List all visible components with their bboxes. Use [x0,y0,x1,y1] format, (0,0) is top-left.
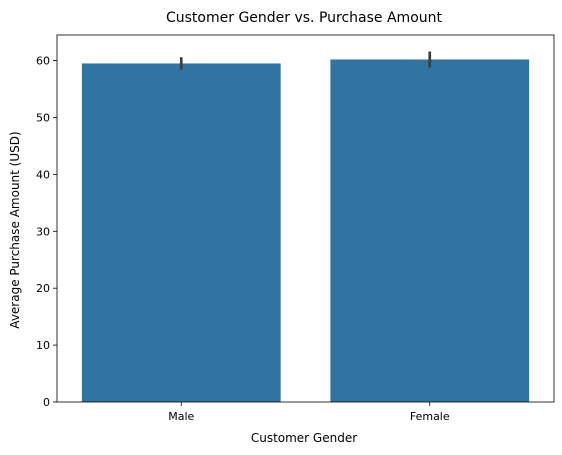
chart-title: Customer Gender vs. Purchase Amount [166,10,443,26]
bar-male [81,63,281,402]
y-tick-label-30: 30 [36,225,50,238]
y-axis-label: Average Purchase Amount (USD) [8,131,22,328]
x-tick-label-female: Female [410,410,450,423]
plot-area: Male Female 0 10 20 30 40 50 60 [36,34,555,423]
x-tick-label-male: Male [168,410,194,423]
y-tick-label-50: 50 [36,112,50,125]
plot-frame [56,34,555,403]
y-tick-label-10: 10 [36,339,50,352]
x-axis-label: Customer Gender [251,431,357,445]
y-tick-label-0: 0 [43,396,50,409]
bar-female [330,59,530,402]
y-tick-label-20: 20 [36,282,50,295]
y-tick-label-40: 40 [36,168,50,181]
y-tick-label-60: 60 [36,55,50,68]
